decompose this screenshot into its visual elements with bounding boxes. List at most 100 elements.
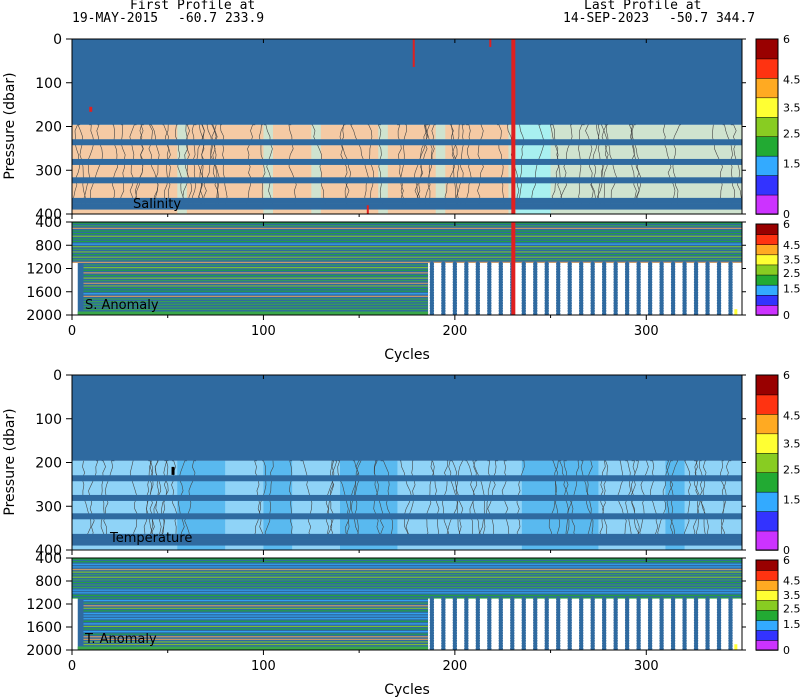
y-tick-label: 800 (35, 238, 62, 254)
colorbar-swatch (755, 433, 779, 454)
colorbar-swatch (755, 116, 779, 137)
colorbar-frame (755, 223, 779, 316)
colorbar-tick-label: 0 (783, 644, 790, 657)
profile-data-block (72, 39, 742, 125)
colorbar-tick-label: 4.5 (783, 239, 800, 252)
plot-area (72, 558, 742, 650)
y-tick-label: 1200 (26, 262, 62, 278)
plot-area (72, 222, 742, 315)
anomaly-dot (510, 646, 515, 650)
qc-flag-mark (734, 309, 738, 315)
anomaly-dot (693, 646, 699, 650)
anomaly-dot (579, 646, 584, 650)
anomaly-dot (464, 646, 469, 650)
anomaly-dot (452, 311, 458, 315)
profile-data-block (72, 375, 742, 461)
qc-flag-mark (412, 39, 415, 67)
anomaly-dot (487, 646, 492, 650)
colorbar-swatch (755, 629, 779, 641)
colorbar-swatch (755, 38, 779, 60)
colorbar-tick-label: 6 (783, 369, 790, 382)
last-profile-position: -50.7 344.7 (669, 11, 755, 26)
colorbar-swatch (755, 97, 779, 118)
colorbar-swatch (755, 264, 779, 276)
anomaly-dot (556, 646, 561, 650)
salinity-panel: 0 100 200 300 400 0 1.5 2.5 3.5 4.5 6 (35, 32, 800, 223)
x-tick-label: 100 (251, 324, 276, 339)
anomaly-dot (647, 311, 653, 315)
first-profile-position: -60.7 233.9 (178, 11, 264, 26)
x-tick-label: 300 (634, 324, 659, 339)
colorbar-tick-label: 2.5 (783, 603, 800, 616)
anomaly-dot (613, 646, 618, 650)
qc-flag-mark (734, 644, 738, 650)
profile-data-stripe (72, 203, 742, 210)
y-tick-label: 2000 (26, 643, 62, 659)
colorbar-swatch (755, 294, 779, 306)
colorbar-tick-label: 3.5 (783, 253, 800, 266)
colorbar-tick-label: 0 (783, 208, 790, 221)
colorbar-swatch (755, 243, 779, 256)
colorbar-tick-label: 0 (783, 309, 790, 322)
anomaly-dot (647, 646, 653, 650)
anomaly-dot (441, 646, 446, 650)
y-tick-label: 2000 (26, 308, 62, 324)
anomaly-dot (475, 646, 481, 650)
colorbar-swatch (755, 639, 779, 651)
y-tick-label: 100 (35, 76, 62, 92)
colorbar-swatch (755, 304, 779, 316)
colorbar-swatch (755, 619, 779, 631)
x-tick-label: 0 (68, 659, 76, 674)
anomaly-dot (659, 646, 664, 650)
last-profile-title: Last Profile at (584, 0, 701, 13)
anomaly-dot (487, 311, 492, 315)
profile-data-stripe (72, 158, 742, 165)
profile-data-stripe (72, 513, 742, 520)
colorbar-swatch (755, 491, 779, 512)
colorbar-tick-label: 2.5 (783, 464, 800, 477)
colorbar-tick-label: 4.5 (783, 409, 800, 422)
colorbar-swatch (755, 452, 779, 473)
y-tick-label: 200 (35, 456, 62, 472)
colorbar-swatch (755, 510, 779, 532)
y-tick-label: 1200 (26, 597, 62, 613)
anomaly-dot (556, 311, 561, 315)
anomaly-dot (521, 646, 526, 650)
colorbar-swatch (755, 609, 779, 621)
colorbar-swatch (755, 394, 779, 415)
y-tick-label: 400 (35, 207, 62, 223)
profile-data-stripe (72, 494, 742, 501)
colorbar-swatch (755, 174, 779, 196)
x-tick-label: 200 (442, 324, 467, 339)
colorbar-swatch (755, 471, 779, 493)
anomaly-dot (429, 311, 435, 315)
anomaly-dot (682, 646, 687, 650)
y-tick-label: 0 (53, 32, 62, 48)
anomaly-dot (567, 311, 572, 315)
temperature-label: Temperature (109, 531, 192, 546)
last-profile-date: 14-SEP-2023 (563, 11, 649, 26)
anomaly-dot (521, 311, 526, 315)
profile-data-stripe (72, 539, 742, 546)
colorbar-swatch (755, 135, 779, 157)
colorbar-tick-label: 3.5 (783, 437, 800, 450)
colorbar-swatch (755, 155, 779, 176)
x-tick-label: 300 (634, 659, 659, 674)
contour-line (432, 460, 440, 545)
colorbar-swatch (755, 233, 779, 245)
anomaly-dot (659, 311, 664, 315)
first-profile-title: First Profile at (130, 0, 255, 13)
colorbar-swatch (755, 559, 779, 571)
temperature-panel: 0 100 200 300 400 0 1.5 2.5 3.5 4.5 6 (35, 368, 800, 559)
anomaly-dot (682, 311, 687, 315)
plot-area (72, 39, 742, 214)
profile-data-stripe (72, 475, 742, 482)
anomaly-dot (670, 646, 676, 650)
y-tick-label: 400 (35, 551, 62, 567)
anomaly-dot (728, 311, 733, 315)
anomaly-dot (533, 646, 538, 650)
anomaly-dot (590, 646, 595, 650)
salinity-label: Salinity (133, 197, 181, 212)
anomaly-dot (670, 311, 676, 315)
